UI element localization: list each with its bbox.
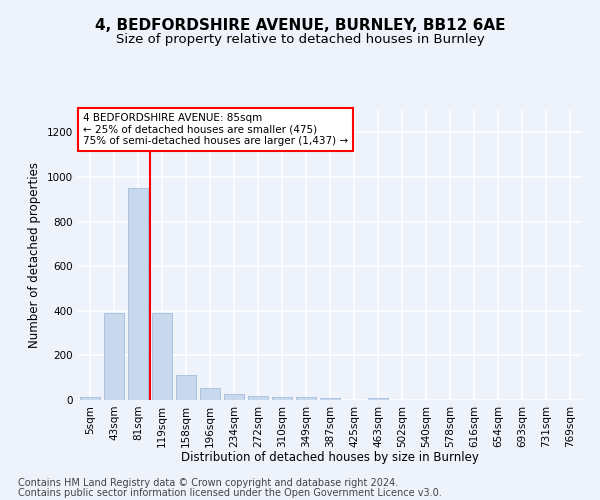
Text: Contains public sector information licensed under the Open Government Licence v3: Contains public sector information licen…	[18, 488, 442, 498]
Bar	[176, 376, 196, 400]
Bar	[128, 188, 148, 400]
Bar	[200, 388, 220, 400]
Bar	[248, 396, 268, 400]
Text: Size of property relative to detached houses in Burnley: Size of property relative to detached ho…	[116, 32, 484, 46]
Bar	[272, 397, 292, 400]
Bar	[80, 396, 100, 400]
Text: 4 BEDFORDSHIRE AVENUE: 85sqm
← 25% of detached houses are smaller (475)
75% of s: 4 BEDFORDSHIRE AVENUE: 85sqm ← 25% of de…	[83, 113, 348, 146]
Text: Contains HM Land Registry data © Crown copyright and database right 2024.: Contains HM Land Registry data © Crown c…	[18, 478, 398, 488]
Bar	[152, 313, 172, 400]
Bar	[104, 313, 124, 400]
Text: 4, BEDFORDSHIRE AVENUE, BURNLEY, BB12 6AE: 4, BEDFORDSHIRE AVENUE, BURNLEY, BB12 6A…	[95, 18, 505, 32]
Bar	[296, 397, 316, 400]
Bar	[368, 398, 388, 400]
Text: Distribution of detached houses by size in Burnley: Distribution of detached houses by size …	[181, 451, 479, 464]
Bar	[320, 398, 340, 400]
Y-axis label: Number of detached properties: Number of detached properties	[28, 162, 41, 348]
Bar	[224, 394, 244, 400]
